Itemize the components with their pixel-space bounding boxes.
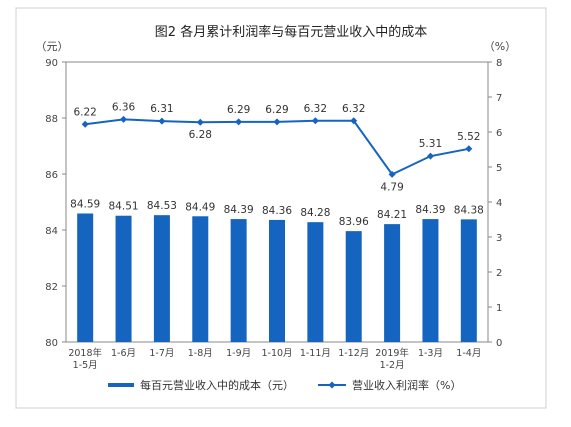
right-axis-unit: （%） (484, 40, 516, 53)
line-value-label: 6.22 (73, 106, 96, 118)
line-value-label: 6.29 (227, 104, 250, 116)
left-tick-label: 86 (45, 170, 58, 181)
legend-bar-label: 每百元营业收入中的成本（元） (140, 378, 294, 392)
line-value-label: 4.79 (380, 181, 403, 193)
line-value-label: 6.31 (150, 103, 173, 115)
x-tick-label: 2019年 (375, 347, 409, 359)
bar (345, 231, 362, 342)
x-tick-label: 1-11月 (300, 348, 331, 359)
bar (77, 213, 94, 342)
line-point-marker (311, 117, 319, 125)
line-point-marker (388, 170, 396, 178)
line-value-label: 6.32 (304, 103, 327, 115)
left-axis-unit: （元） (36, 40, 69, 53)
bar-value-label: 84.49 (185, 201, 215, 213)
right-tick-label: 1 (496, 303, 502, 314)
legend-line-marker (328, 381, 336, 389)
bar-value-label: 84.59 (70, 198, 100, 210)
left-tick-label: 84 (45, 226, 58, 237)
bar-value-label: 84.21 (377, 209, 407, 221)
line-point-marker (196, 118, 204, 126)
bar-value-label: 84.39 (224, 204, 254, 216)
right-tick-label: 4 (496, 198, 502, 209)
bar (384, 224, 401, 342)
line-point-marker (426, 152, 434, 160)
bar (153, 215, 170, 342)
line-point-marker (350, 117, 358, 125)
x-tick-label: 1-3月 (418, 348, 443, 359)
right-tick-label: 7 (496, 93, 502, 104)
x-tick-label: 1-12月 (338, 348, 369, 359)
bar (192, 216, 209, 342)
line-point-marker (465, 145, 473, 153)
left-tick-label: 88 (45, 114, 58, 125)
line-value-label: 6.36 (112, 101, 136, 113)
x-tick-label: 1-5月 (73, 360, 98, 371)
bar (307, 222, 324, 342)
line-point-marker (235, 118, 243, 126)
bar-value-label: 84.36 (262, 205, 292, 217)
line-point-marker (273, 118, 281, 126)
bar (115, 215, 132, 342)
x-tick-label: 1-2月 (380, 360, 405, 371)
bar (460, 219, 477, 342)
left-tick-label: 80 (45, 338, 58, 349)
x-tick-label: 1-4月 (456, 348, 481, 359)
bar-value-label: 83.96 (339, 216, 369, 228)
legend-line-label: 营业收入利润率（%） (352, 378, 461, 392)
bar-value-label: 84.39 (415, 204, 445, 216)
line-value-label: 6.28 (189, 129, 212, 141)
right-tick-label: 2 (496, 268, 502, 279)
right-tick-label: 5 (496, 163, 502, 174)
x-tick-label: 1-9月 (226, 348, 251, 359)
right-axis: 0 1 2 3 4 5 6 7 8 (488, 58, 502, 349)
legend: 每百元营业收入中的成本（元） 营业收入利润率（%） (108, 378, 461, 392)
bar-value-label: 84.38 (454, 204, 484, 216)
left-tick-label: 90 (45, 58, 58, 69)
bar-series: 84.59 84.51 84.53 84.49 84.39 84.36 84.28 83.96… (70, 198, 484, 342)
left-tick-label: 82 (45, 282, 58, 293)
right-tick-label: 6 (496, 128, 502, 139)
bar-value-label: 84.28 (300, 207, 330, 219)
line-point-marker (158, 117, 166, 125)
line-value-label: 6.32 (342, 103, 365, 115)
right-tick-label: 8 (496, 58, 502, 69)
bar (422, 219, 439, 342)
x-tick-label: 2018年 (68, 347, 102, 359)
line-point-marker (120, 115, 128, 123)
bar-value-label: 84.51 (109, 201, 139, 213)
line-value-label: 5.31 (419, 138, 442, 150)
x-tick-label: 1-6月 (111, 348, 136, 359)
line-value-label: 6.29 (265, 104, 288, 116)
line-value-label: 5.52 (457, 131, 480, 143)
x-tick-label: 1-10月 (261, 348, 292, 359)
x-tick-label: 1-8月 (188, 348, 213, 359)
bar-value-label: 84.53 (147, 200, 177, 212)
line-series: 6.22 6.36 6.31 6.28 6.29 6.29 6.32 6.32 4.79 5.31… (73, 101, 480, 193)
chart-title: 图2 各月累计利润率与每百元营业收入中的成本 (155, 24, 427, 40)
left-axis: 80 82 84 86 88 90 (45, 58, 66, 349)
bar (230, 219, 247, 342)
bar (269, 219, 285, 342)
right-tick-label: 0 (496, 338, 502, 349)
line-point-marker (81, 120, 89, 128)
x-tick-label: 1-7月 (149, 348, 174, 359)
right-tick-label: 3 (496, 233, 502, 244)
